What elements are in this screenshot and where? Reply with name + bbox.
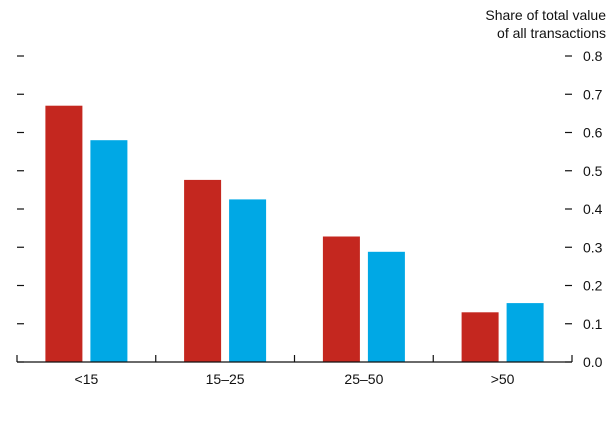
bar-series1-1 bbox=[184, 179, 222, 362]
x-tick-label-2: 25–50 bbox=[344, 371, 383, 387]
y-tick-label-7: 0.7 bbox=[583, 86, 603, 102]
bar-series1-0 bbox=[45, 105, 83, 362]
bar-series2-3 bbox=[506, 303, 544, 362]
y-tick-label-6: 0.6 bbox=[583, 125, 603, 141]
bar-series2-1 bbox=[229, 199, 267, 362]
x-tick-label-1: 15–25 bbox=[206, 371, 245, 387]
x-tick-label-3: >50 bbox=[491, 371, 515, 387]
x-tick-label-0: <15 bbox=[75, 371, 99, 387]
bar-series1-2 bbox=[322, 236, 360, 362]
bar-series2-2 bbox=[367, 251, 405, 362]
y-axis-title-line-2: of all transactions bbox=[497, 25, 606, 41]
y-tick-label-0: 0.0 bbox=[583, 354, 603, 370]
bar-series1-3 bbox=[461, 312, 499, 362]
y-tick-label-4: 0.4 bbox=[583, 201, 603, 217]
bar-series2-0 bbox=[90, 140, 128, 362]
y-tick-label-2: 0.2 bbox=[583, 278, 603, 294]
y-tick-label-5: 0.5 bbox=[583, 163, 603, 179]
y-tick-label-8: 0.8 bbox=[583, 48, 603, 64]
y-tick-label-1: 0.1 bbox=[583, 316, 603, 332]
y-axis-title-line-1: Share of total value bbox=[485, 7, 606, 23]
y-tick-label-3: 0.3 bbox=[583, 239, 603, 255]
y-axis-title: Share of total value of all transactions bbox=[386, 6, 606, 42]
